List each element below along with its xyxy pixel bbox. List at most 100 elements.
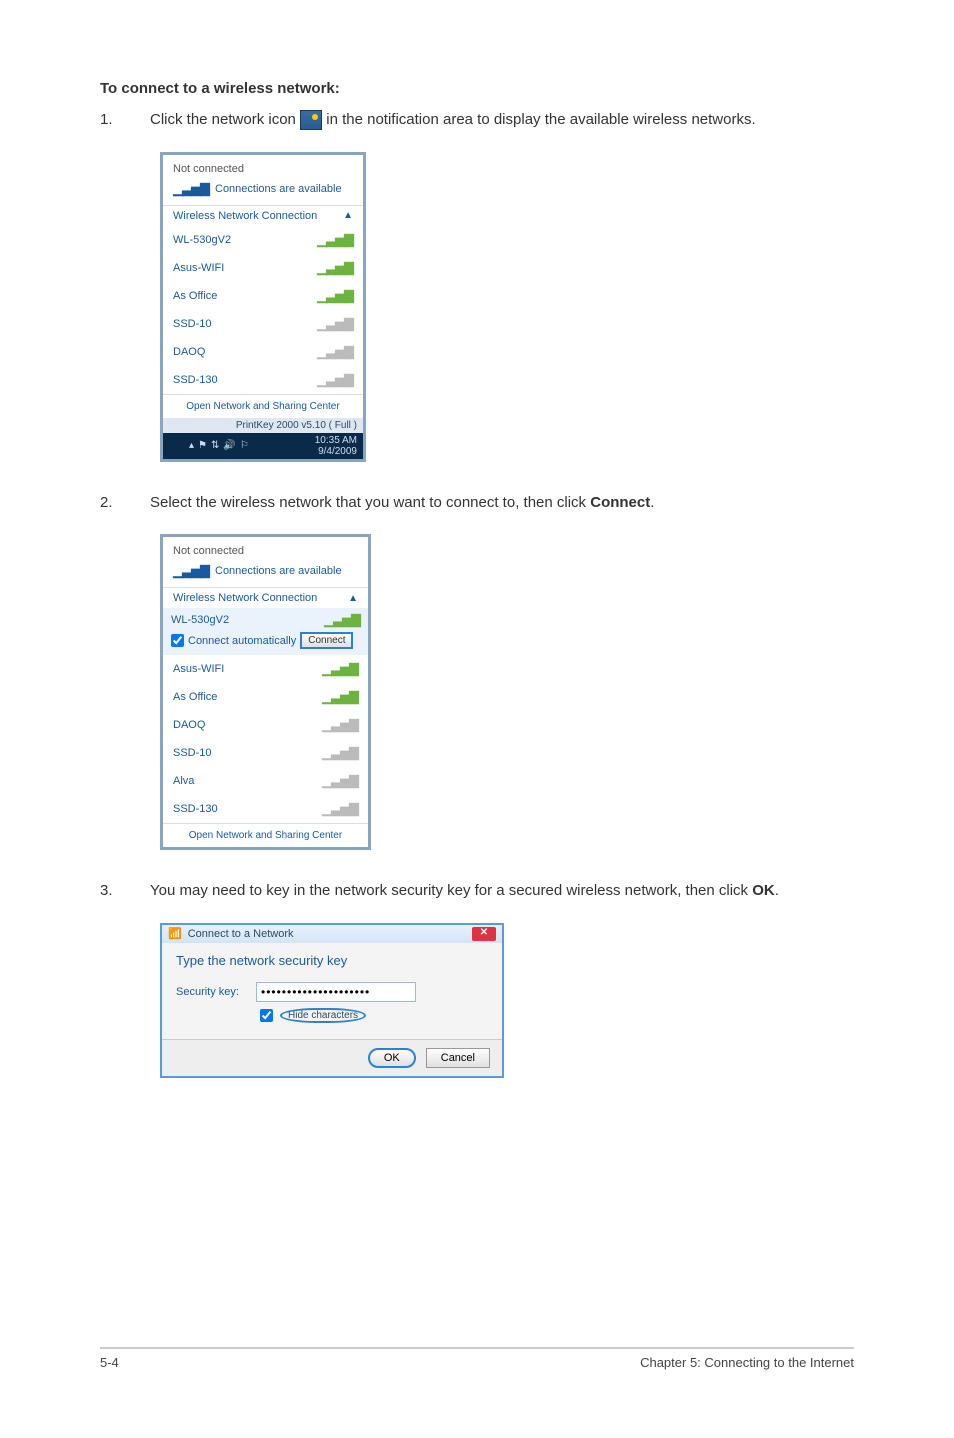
network-name: SSD-10 [173,318,212,330]
step-2-pre: Select the wireless network that you wan… [150,494,590,511]
tray-network-icon[interactable]: ⇅ [211,440,219,451]
step-1-num: 1. [100,109,150,132]
network-name: Alva [173,775,194,787]
hide-characters-label: Hide characters [280,1008,366,1023]
tray-icons: ▴ ⚑ ⇅ 🔊 ⚐ [189,440,249,451]
open-sharing-center-link-2[interactable]: Open Network and Sharing Center [163,823,368,847]
network-item[interactable]: Asus-WIFI ▁▃▅▇ [163,655,368,683]
signal-icon: ▁▃▅▇ [322,801,358,817]
step-2: 2. Select the wireless network that you … [100,492,854,515]
network-item[interactable]: As Office ▁▃▅▇ [163,282,363,310]
security-key-input[interactable] [256,982,416,1002]
step-3: 3. You may need to key in the network se… [100,880,854,903]
network-name: DAOQ [173,346,205,358]
signal-icon: ▁▃▅▇ [317,372,353,388]
cancel-button[interactable]: Cancel [426,1048,490,1068]
network-item[interactable]: SSD-130▁▃▅▇ [163,366,363,394]
clock-date: 9/4/2009 [315,446,357,457]
not-connected-label: Not connected [163,155,363,179]
close-icon[interactable]: ✕ [472,927,496,941]
network-item[interactable]: Asus-WIFI ▁▃▅▇ [163,254,363,282]
signal-icon: ▁▃▅▇ [173,563,209,579]
signal-icon: ▁▃▅▇ [322,773,358,789]
step-3-text: You may need to key in the network secur… [150,880,854,903]
network-name: Asus-WIFI [173,663,224,675]
step-1-text: Click the network icon in the notificati… [150,109,854,132]
step-1-pre: Click the network icon [150,111,300,128]
taskbar-clock[interactable]: 10:35 AM 9/4/2009 [315,435,357,457]
network-item[interactable]: SSD-130 ▁▃▅▇ [163,795,368,823]
network-item[interactable]: SSD-10 ▁▃▅▇ [163,739,368,767]
network-list-2: Asus-WIFI▁▃▅▇As Office▁▃▅▇DAOQ▁▃▅▇SSD-10… [163,655,368,823]
network-flyout-screenshot-1: Not connected ▁▃▅▇ Connections are avail… [160,152,366,462]
signal-icon: ▁▃▅▇ [317,232,353,248]
connect-button[interactable]: Connect [300,632,353,649]
network-name: SSD-10 [173,747,212,759]
step-2-num: 2. [100,492,150,515]
step-3-num: 3. [100,880,150,903]
selected-network-name: WL-530gV2 [171,614,229,626]
network-name: Asus-WIFI [173,262,224,274]
tray-caret-icon[interactable]: ▴ [189,440,194,451]
step-2-post: . [650,494,654,511]
hide-characters-checkbox[interactable] [260,1009,273,1022]
signal-icon: ▁▃▅▇ [324,612,360,628]
step-1-post: in the notification area to display the … [326,111,755,128]
ok-button[interactable]: OK [368,1048,416,1068]
connections-available-label-2: Connections are available [215,565,342,577]
connections-available-label: Connections are available [215,183,342,195]
network-name: As Office [173,290,217,302]
signal-icon: ▁▃▅▇ [322,745,358,761]
network-flyout-screenshot-2: Not connected ▁▃▅▇ Connections are avail… [160,534,371,850]
tray-flag2-icon[interactable]: ⚐ [240,440,249,451]
step-2-text: Select the wireless network that you wan… [150,492,854,515]
signal-icon: ▁▃▅▇ [322,689,358,705]
step-1: 1. Click the network icon in the notific… [100,109,854,132]
network-name: As Office [173,691,217,703]
signal-icon: ▁▃▅▇ [317,260,353,276]
dialog-heading: Type the network security key [176,953,488,968]
clock-time: 10:35 AM [315,435,357,446]
wireless-section-title-2: Wireless Network Connection [173,592,317,604]
network-name: SSD-130 [173,803,218,815]
network-item[interactable]: DAOQ ▁▃▅▇ [163,711,368,739]
step-3-post: . [775,882,779,899]
network-name: WL-530gV2 [173,234,231,246]
collapse-icon[interactable]: ▲ [348,593,358,604]
signal-icon: ▁▃▅▇ [322,717,358,733]
collapse-icon[interactable]: ▲ [343,210,353,221]
tray-speaker-icon[interactable]: 🔊 [223,440,235,451]
network-item[interactable]: WL-530gV2 ▁▃▅▇ [163,226,363,254]
dialog-icon: 📶 [168,927,182,940]
connect-automatically-label: Connect automatically [188,635,296,647]
signal-icon: ▁▃▅▇ [317,344,353,360]
security-key-label: Security key: [176,986,246,998]
network-item[interactable]: DAOQ ▁▃▅▇ [163,338,363,366]
security-key-dialog: 📶 Connect to a Network ✕ Type the networ… [160,923,504,1078]
dialog-title: Connect to a Network [188,928,294,940]
signal-icon: ▁▃▅▇ [322,661,358,677]
section-heading: To connect to a wireless network: [100,80,854,97]
wireless-section-title: Wireless Network Connection [173,210,317,222]
network-item[interactable]: Alva ▁▃▅▇ [163,767,368,795]
step-3-bold: OK [752,882,775,899]
network-name: DAOQ [173,719,205,731]
signal-icon: ▁▃▅▇ [173,181,209,197]
tray-flag-icon[interactable]: ⚑ [198,440,207,451]
footer-chapter: Chapter 5: Connecting to the Internet [640,1355,854,1370]
page-footer: 5-4 Chapter 5: Connecting to the Interne… [100,1347,854,1370]
network-item[interactable]: SSD-10 ▁▃▅▇ [163,310,363,338]
network-list: WL-530gV2▁▃▅▇Asus-WIFI▁▃▅▇As Office▁▃▅▇S… [163,226,363,394]
signal-icon: ▁▃▅▇ [317,316,353,332]
step-3-pre: You may need to key in the network secur… [150,882,752,899]
network-tray-icon [300,110,322,130]
printkey-tooltip: PrintKey 2000 v5.10 ( Full ) [163,418,363,433]
selected-network-block[interactable]: WL-530gV2 ▁▃▅▇ Connect automatically Con… [163,608,368,655]
open-sharing-center-link[interactable]: Open Network and Sharing Center [163,394,363,418]
footer-page-number: 5-4 [100,1355,119,1370]
connect-automatically-checkbox[interactable] [171,634,184,647]
taskbar: ▴ ⚑ ⇅ 🔊 ⚐ 10:35 AM 9/4/2009 [163,433,363,459]
network-item[interactable]: As Office ▁▃▅▇ [163,683,368,711]
not-connected-label-2: Not connected [163,537,368,561]
signal-icon: ▁▃▅▇ [317,288,353,304]
